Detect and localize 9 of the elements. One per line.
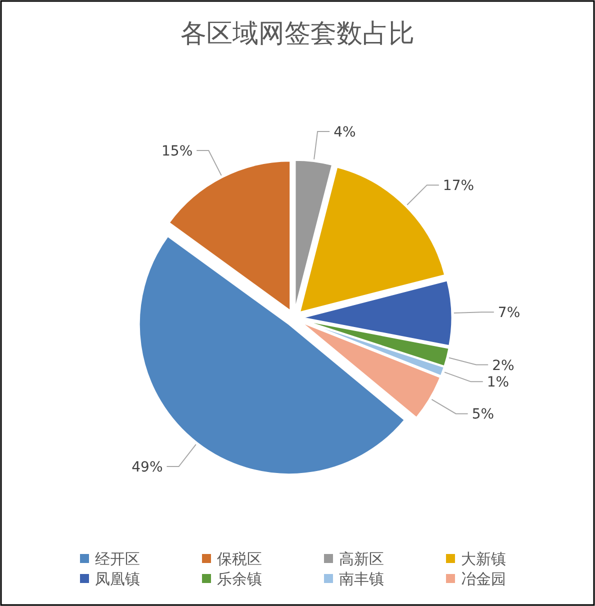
legend-label: 经开区: [95, 550, 140, 568]
legend-label: 冶金园: [461, 570, 506, 588]
legend-label: 凤凰镇: [95, 570, 140, 588]
legend-label: 保税区: [217, 550, 262, 568]
legend-label: 高新区: [339, 550, 384, 568]
title: 各区域网签套数占比: [180, 19, 414, 49]
legend-label: 大新镇: [461, 550, 506, 568]
legend-label: 乐余镇: [217, 570, 262, 588]
legend-label: 南丰镇: [339, 570, 384, 588]
